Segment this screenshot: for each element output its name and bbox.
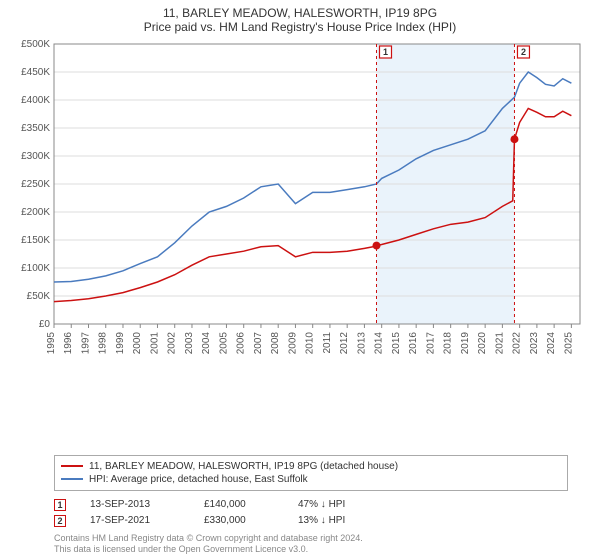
svg-text:2: 2 bbox=[521, 47, 526, 57]
svg-text:2017: 2017 bbox=[425, 332, 436, 355]
chart-title-subtitle: Price paid vs. HM Land Registry's House … bbox=[8, 20, 592, 34]
svg-text:1995: 1995 bbox=[46, 332, 57, 355]
svg-text:2007: 2007 bbox=[253, 332, 264, 355]
sale-price: £330,000 bbox=[204, 515, 274, 526]
svg-text:2023: 2023 bbox=[529, 332, 540, 355]
svg-text:2018: 2018 bbox=[443, 332, 454, 355]
legend-box: 11, BARLEY MEADOW, HALESWORTH, IP19 8PG … bbox=[54, 455, 568, 491]
svg-text:2006: 2006 bbox=[236, 332, 247, 355]
svg-text:2004: 2004 bbox=[201, 332, 212, 355]
svg-text:2008: 2008 bbox=[270, 332, 281, 355]
attribution-footer: Contains HM Land Registry data © Crown c… bbox=[54, 533, 568, 556]
svg-text:£300K: £300K bbox=[21, 151, 50, 162]
chart-area: £0 £50K £100K £150K £200K £250K £300K £350K £400… bbox=[8, 38, 592, 449]
svg-text:2016: 2016 bbox=[408, 332, 419, 355]
svg-text:2022: 2022 bbox=[512, 332, 523, 355]
page-root: 11, BARLEY MEADOW, HALESWORTH, IP19 8PG … bbox=[0, 0, 600, 560]
sale-date: 17-SEP-2021 bbox=[90, 515, 180, 526]
svg-text:2010: 2010 bbox=[305, 332, 316, 355]
svg-text:1996: 1996 bbox=[63, 332, 74, 355]
svg-text:1: 1 bbox=[383, 47, 388, 57]
svg-text:£150K: £150K bbox=[21, 235, 50, 246]
line-chart-svg: £0 £50K £100K £150K £200K £250K £300K £350K £400… bbox=[8, 38, 592, 368]
chart-title-address: 11, BARLEY MEADOW, HALESWORTH, IP19 8PG bbox=[8, 6, 592, 20]
legend-label: HPI: Average price, detached house, East… bbox=[89, 474, 308, 485]
svg-text:£50K: £50K bbox=[27, 291, 51, 302]
sale-hpi-delta: 13% ↓ HPI bbox=[298, 515, 345, 526]
sale-marker-badge: 1 bbox=[54, 499, 66, 511]
svg-text:2020: 2020 bbox=[477, 332, 488, 355]
sale-row: 2 17-SEP-2021 £330,000 13% ↓ HPI bbox=[54, 515, 568, 527]
svg-text:2000: 2000 bbox=[132, 332, 143, 355]
sale-marker-badge: 2 bbox=[54, 515, 66, 527]
svg-text:2005: 2005 bbox=[218, 332, 229, 355]
svg-text:1997: 1997 bbox=[80, 332, 91, 355]
svg-text:2009: 2009 bbox=[287, 332, 298, 355]
sale-price: £140,000 bbox=[204, 499, 274, 510]
sale-data-rows: 1 13-SEP-2013 £140,000 47% ↓ HPI 2 17-SEP-202… bbox=[54, 499, 568, 531]
svg-text:2012: 2012 bbox=[339, 332, 350, 355]
svg-text:£450K: £450K bbox=[21, 67, 50, 78]
footer-line-1: Contains HM Land Registry data © Crown c… bbox=[54, 533, 568, 545]
legend-row: HPI: Average price, detached house, East… bbox=[61, 473, 561, 486]
svg-text:2001: 2001 bbox=[149, 332, 160, 355]
legend-label: 11, BARLEY MEADOW, HALESWORTH, IP19 8PG … bbox=[89, 461, 398, 472]
svg-text:£400K: £400K bbox=[21, 95, 50, 106]
svg-text:£200K: £200K bbox=[21, 207, 50, 218]
svg-text:2003: 2003 bbox=[184, 332, 195, 355]
legend-row: 11, BARLEY MEADOW, HALESWORTH, IP19 8PG … bbox=[61, 460, 561, 473]
svg-text:2014: 2014 bbox=[374, 332, 385, 355]
svg-text:£0: £0 bbox=[39, 319, 51, 330]
svg-text:2025: 2025 bbox=[563, 332, 574, 355]
svg-text:£100K: £100K bbox=[21, 263, 50, 274]
svg-text:1999: 1999 bbox=[115, 332, 126, 355]
svg-text:2024: 2024 bbox=[546, 332, 557, 355]
sale-date: 13-SEP-2013 bbox=[90, 499, 180, 510]
svg-text:2013: 2013 bbox=[356, 332, 367, 355]
legend-swatch bbox=[61, 478, 83, 480]
footer-line-2: This data is licensed under the Open Gov… bbox=[54, 544, 568, 556]
svg-text:£500K: £500K bbox=[21, 39, 50, 50]
sale-row: 1 13-SEP-2013 £140,000 47% ↓ HPI bbox=[54, 499, 568, 511]
sale-hpi-delta: 47% ↓ HPI bbox=[298, 499, 345, 510]
svg-text:£250K: £250K bbox=[21, 179, 50, 190]
svg-text:2002: 2002 bbox=[167, 332, 178, 355]
svg-text:2021: 2021 bbox=[494, 332, 505, 355]
svg-text:1998: 1998 bbox=[98, 332, 109, 355]
legend-swatch bbox=[61, 465, 83, 467]
svg-text:2019: 2019 bbox=[460, 332, 471, 355]
svg-text:2011: 2011 bbox=[322, 332, 333, 354]
svg-text:£350K: £350K bbox=[21, 123, 50, 134]
svg-text:2015: 2015 bbox=[391, 332, 402, 355]
